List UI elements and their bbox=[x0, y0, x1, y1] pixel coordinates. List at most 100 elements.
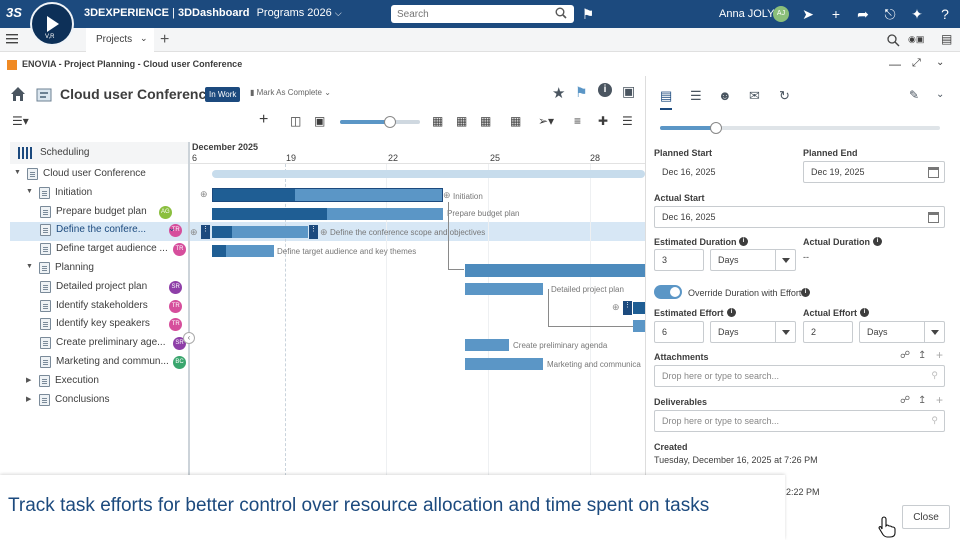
tree-row-phase[interactable]: ▼ Initiation bbox=[10, 184, 188, 203]
status-badge[interactable]: In Work bbox=[205, 87, 241, 102]
maximize-icon[interactable]: ⤢ bbox=[912, 57, 921, 69]
calendar-icon[interactable] bbox=[928, 167, 939, 178]
assignee-avatar[interactable]: BC bbox=[173, 356, 186, 369]
expand-arrow-icon[interactable]: ▶ bbox=[26, 395, 32, 403]
upload-icon[interactable]: ↥ bbox=[918, 350, 927, 361]
gantt-bar-speakers[interactable] bbox=[633, 320, 645, 332]
planned-end-field[interactable]: Dec 19, 2025 bbox=[803, 161, 945, 183]
compass-icon[interactable]: V,R bbox=[30, 2, 74, 46]
dropdown-arrow-icon[interactable] bbox=[924, 322, 944, 342]
home-icon[interactable] bbox=[10, 86, 26, 102]
split-view-icon[interactable]: ◫ bbox=[290, 114, 302, 128]
tree-row-task[interactable]: Identify key speakers TR bbox=[10, 315, 188, 334]
select-mode-icon[interactable]: ➢▾ bbox=[538, 114, 555, 128]
settings-sliders-icon[interactable]: ☰ bbox=[622, 114, 633, 128]
search-icon[interactable] bbox=[555, 7, 567, 19]
assignee-avatar[interactable]: AG bbox=[158, 205, 172, 219]
search-tabs-icon[interactable] bbox=[886, 33, 900, 47]
collab-icon[interactable]: ◉▣ bbox=[908, 34, 925, 44]
tab-projects[interactable]: Projects ⌄ bbox=[86, 28, 154, 52]
tree-row-phase[interactable]: ▶ Execution bbox=[10, 372, 188, 391]
estimated-effort-unit-select[interactable]: Days bbox=[710, 321, 796, 343]
user-name[interactable]: Anna JOLY bbox=[719, 8, 775, 20]
tree-row-task[interactable]: Prepare budget plan AG bbox=[10, 203, 188, 222]
tree-row-task[interactable]: Detailed project plan SR bbox=[10, 278, 188, 297]
info-icon[interactable]: i bbox=[860, 308, 869, 317]
gantt-bar-scope[interactable] bbox=[212, 226, 308, 238]
zoom-slider-knob[interactable] bbox=[384, 116, 396, 128]
close-button[interactable]: Close bbox=[902, 505, 950, 529]
tree-row-task[interactable]: Create preliminary age... SR bbox=[10, 334, 188, 353]
gantt-bar-agenda[interactable] bbox=[465, 339, 509, 351]
assignees-tab-icon[interactable]: ☻ bbox=[718, 88, 732, 103]
attachments-search-input[interactable]: Drop here or type to search... ⚲ bbox=[654, 365, 945, 387]
search-input[interactable] bbox=[391, 5, 574, 23]
apps-icon[interactable]: ✦ bbox=[911, 6, 923, 22]
link-icon[interactable]: ☍ bbox=[900, 350, 911, 361]
dropdown-arrow-icon[interactable] bbox=[775, 322, 795, 342]
add-deliverable-icon[interactable]: + bbox=[936, 393, 944, 407]
resize-handle-left[interactable]: ⋮ bbox=[623, 301, 632, 315]
comments-tab-icon[interactable]: ✉ bbox=[749, 88, 760, 103]
edit-icon[interactable]: ✎ bbox=[909, 88, 920, 102]
assignee-avatar[interactable]: TR bbox=[169, 318, 183, 332]
estimated-duration-unit-select[interactable]: Days bbox=[710, 249, 796, 271]
info-icon[interactable]: i bbox=[727, 308, 736, 317]
search-icon[interactable]: ⚲ bbox=[931, 415, 938, 425]
forward-icon[interactable]: ➦ bbox=[857, 6, 869, 22]
dependency-icon[interactable]: ✚ bbox=[598, 114, 609, 128]
user-avatar[interactable]: AJ bbox=[773, 6, 789, 22]
assignee-avatar[interactable]: SR bbox=[169, 280, 183, 294]
search-icon[interactable]: ⚲ bbox=[931, 370, 938, 380]
info-icon[interactable]: i bbox=[873, 237, 882, 246]
assignee-avatar[interactable]: TR bbox=[173, 243, 186, 257]
tag-icon[interactable]: ⚑ bbox=[581, 6, 595, 22]
tree-row-task[interactable]: Define the confere... TR ⌄ bbox=[10, 221, 188, 240]
help-icon[interactable]: ? bbox=[941, 6, 949, 22]
override-duration-toggle[interactable] bbox=[654, 285, 682, 299]
gantt-bar-initiation[interactable] bbox=[212, 188, 443, 202]
info-icon[interactable]: i bbox=[598, 83, 612, 97]
link-icon[interactable]: ☍ bbox=[900, 395, 911, 406]
mark-complete-button[interactable]: ▮ Mark As Complete ⌄ bbox=[250, 88, 331, 97]
calendar-icon[interactable] bbox=[928, 212, 939, 223]
progress-slider[interactable] bbox=[660, 122, 940, 134]
chat-icon[interactable]: ▤ bbox=[941, 32, 953, 46]
calendar-icon-2[interactable]: ▦ bbox=[456, 114, 468, 128]
tab-chevron-icon[interactable]: ⌄ bbox=[140, 33, 148, 43]
gantt-bar-project[interactable] bbox=[212, 170, 645, 178]
gantt-bar-detailed[interactable] bbox=[465, 283, 543, 295]
expand-arrow-icon[interactable]: ▶ bbox=[26, 376, 32, 384]
gantt-bar-budget[interactable] bbox=[212, 208, 443, 220]
info-icon[interactable]: i bbox=[739, 237, 748, 246]
calendar-icon-1[interactable]: ▦ bbox=[432, 114, 444, 128]
estimated-effort-input[interactable]: 6 bbox=[654, 321, 704, 343]
add-icon[interactable]: + bbox=[831, 6, 841, 22]
gantt-bar-stakeholders[interactable] bbox=[633, 302, 645, 314]
add-dependency-icon[interactable]: ⊕ bbox=[612, 302, 620, 312]
image-view-icon[interactable]: ▣ bbox=[314, 114, 326, 128]
collapse-tree-icon[interactable]: ‹ bbox=[183, 332, 195, 344]
collapse-arrow-icon[interactable]: ▼ bbox=[26, 263, 33, 270]
filter-settings-icon[interactable]: ☰▾ bbox=[12, 114, 29, 128]
progress-slider-knob[interactable] bbox=[710, 122, 722, 134]
assignee-avatar[interactable]: TR bbox=[169, 224, 183, 238]
upload-icon[interactable]: ↥ bbox=[918, 395, 927, 406]
add-dependency-icon[interactable]: ⊕ bbox=[200, 189, 208, 199]
ds-logo-icon[interactable]: 3S bbox=[6, 5, 22, 20]
gantt-bar-planning[interactable] bbox=[465, 264, 645, 277]
assignee-avatar[interactable]: SR bbox=[173, 337, 186, 351]
settings-cube-icon[interactable]: ▣ bbox=[622, 83, 636, 99]
resize-handle-right[interactable]: ⋮ bbox=[309, 225, 318, 239]
tag-icon-2[interactable]: ⚑ bbox=[575, 84, 588, 100]
tree-row-task[interactable]: Identify stakeholders TR bbox=[10, 297, 188, 316]
deliverables-search-input[interactable]: Drop here or type to search... ⚲ bbox=[654, 410, 945, 432]
reorder-icon[interactable]: ≡ bbox=[574, 114, 582, 128]
tree-row-phase[interactable]: ▼ Planning bbox=[10, 259, 188, 278]
details-tab-icon[interactable]: ▤ bbox=[660, 88, 673, 110]
gantt-bar-marketing[interactable] bbox=[465, 358, 543, 370]
assignee-avatar[interactable]: TR bbox=[169, 299, 183, 313]
tree-row-project[interactable]: ▼ Cloud user Conference bbox=[10, 165, 188, 184]
history-tab-icon[interactable]: ↻ bbox=[779, 88, 790, 103]
actual-start-field[interactable]: Dec 16, 2025 bbox=[654, 206, 945, 228]
